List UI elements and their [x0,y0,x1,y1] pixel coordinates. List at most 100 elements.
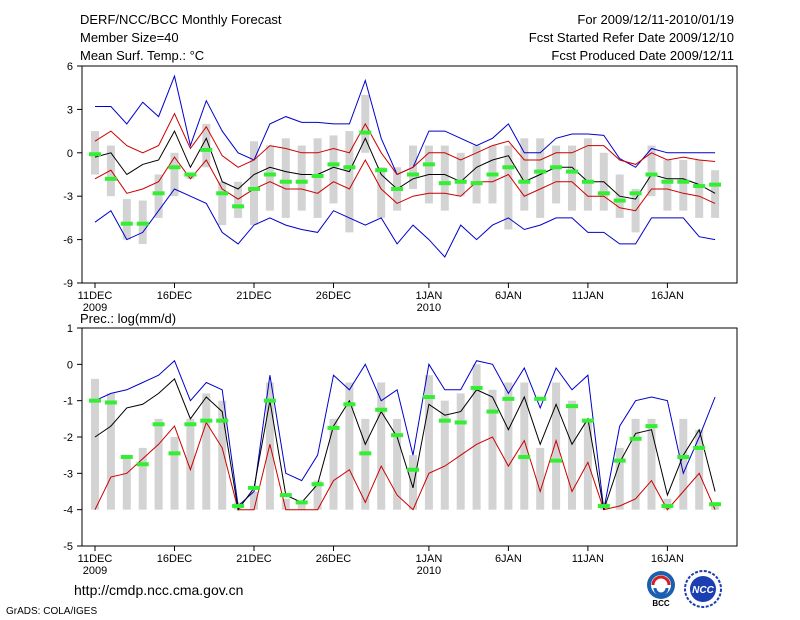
precip-box [472,364,481,510]
temp-median-marker [407,172,419,177]
precip-median-marker [677,454,690,459]
produced-date: Fcst Produced Date 2009/12/11 [551,48,734,63]
precip-box [377,382,386,510]
precip-median-marker [216,418,229,423]
precip-mean-line [94,378,716,511]
temp-ytick-label: -9 [63,278,73,290]
precip-median-marker [359,451,372,456]
temp-median-marker [311,173,324,178]
temp-ytick-label: 0 [67,148,73,160]
precip-box [568,400,576,510]
precip-median-marker [311,482,324,487]
precip-label: Prec.: log(mm/d) [80,311,177,326]
source-url[interactable]: http://cmdp.ncc.cma.gov.cn [74,582,244,598]
temp-median-marker [295,179,308,184]
precip-box [106,393,115,510]
member-size: Member Size=40 [80,30,179,45]
precip-box [154,418,163,510]
precip-median-marker [391,433,404,438]
precip-median-marker [295,500,308,505]
temp-box [297,145,306,211]
bcc-logo: BCC [647,571,675,608]
precip-median-marker [693,445,706,450]
precip-xtick-label: 6JAN [495,553,522,565]
temp-box [313,138,322,218]
temp-xtick-year: 2009 [83,302,107,314]
precip-median-marker [566,404,578,409]
temp-min-line [94,188,716,258]
ncc-logo-text: NCC [692,585,714,596]
temp-median-marker [359,130,372,135]
forecast-range: For 2009/12/11-2010/01/19 [577,12,734,27]
temp-xtick-label: 16DEC [157,290,193,302]
temp-box [536,138,545,218]
temp-xtick-label: 1JAN [415,290,442,302]
precip-median-marker [486,409,499,414]
precip-ytick-label: -1 [63,396,73,408]
precip-median-marker [104,400,117,405]
started-refer-date: Fcst Started Refer Date 2009/12/10 [528,30,734,45]
precip-median-marker [613,458,626,463]
temp-xtick-label: 11DEC [78,290,113,302]
precip-xtick-year: 2010 [417,565,441,577]
precip-xtick-label: 21DEC [236,553,272,565]
temp-median-marker [184,172,197,177]
temp-median-marker [152,191,165,196]
temp-median-marker [168,165,181,170]
precip-median-marker [248,485,260,490]
temp-median-marker [550,165,563,170]
temp-median-marker [375,168,388,173]
precip-median-marker [709,502,722,507]
precip-median-marker [407,467,419,472]
temp-box [504,145,513,230]
precip-median-marker [184,422,197,427]
temp-box [250,141,258,226]
precip-median-marker [152,422,165,427]
precip-median-marker [136,462,149,467]
precip-box [536,447,545,510]
precip-box [504,382,513,510]
precip-median-marker [279,493,292,498]
precip-box [122,455,131,510]
temp-median-marker [597,191,610,196]
precip-box [345,382,354,510]
temp-xtick-label: 6JAN [495,290,522,302]
temp-frame [81,65,738,284]
temp-box [695,160,704,218]
precip-median-marker [327,425,340,430]
precip-median-marker [232,504,245,509]
temp-box [583,138,592,211]
precip-median-marker [263,398,276,403]
precip-box [647,418,656,510]
temp-box [711,170,720,218]
temp-median-marker [613,198,626,203]
temp-median-marker [645,172,658,177]
temp-box [440,145,449,211]
precip-median-marker [550,458,563,463]
temp-xtick-label: 21DEC [236,290,272,302]
precip-median-marker [343,402,356,407]
precip-box [186,418,195,510]
precip-median-marker [597,504,610,509]
temp-median-marker [327,162,340,167]
temp-lower-line [94,156,716,212]
precip-xtick-label: 1JAN [415,553,442,565]
temp-xtick-label: 26DEC [316,290,352,302]
precip-median-marker [518,454,531,459]
temp-box [647,145,656,197]
temp-median-marker [422,162,435,167]
chart-title: DERF/NCC/BCC Monthly Forecast [80,12,282,27]
temp-box [377,167,386,218]
precip-box [218,400,227,510]
temp-box [520,138,529,211]
precip-max-line [94,359,716,510]
temp-median-marker [104,176,117,181]
temp-box [568,145,576,211]
temp-median-marker [279,179,292,184]
temp-ytick-label: -6 [63,235,73,247]
precip-box [679,418,688,510]
temp-ytick-label: -3 [63,191,73,203]
temp-median-marker [709,182,722,187]
